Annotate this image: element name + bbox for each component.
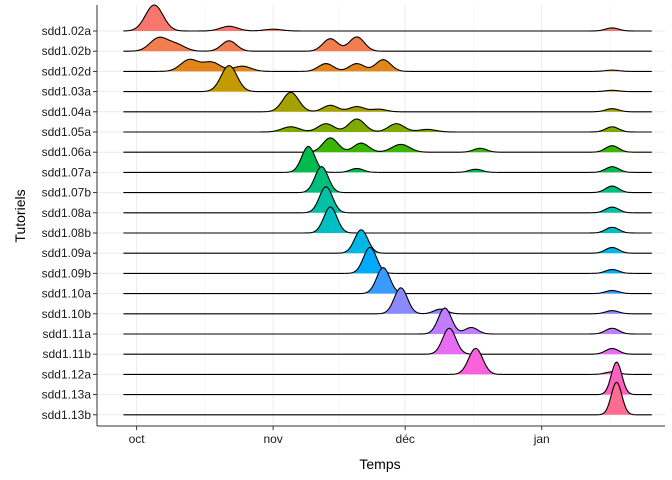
ridge-outline bbox=[123, 36, 652, 52]
ridge-outline bbox=[123, 381, 652, 416]
axes bbox=[93, 5, 665, 430]
ridge-fill bbox=[123, 348, 652, 375]
ridge-sdd1.07a bbox=[123, 145, 652, 173]
ridge-sdd1.05a bbox=[123, 118, 652, 133]
y-tick-label: sdd1.10a bbox=[42, 287, 92, 301]
ridge-outline bbox=[123, 4, 652, 32]
ridge-sdd1.10b bbox=[123, 287, 652, 315]
y-tick-label: sdd1.02b bbox=[42, 44, 92, 58]
ridge-sdd1.11b bbox=[123, 327, 652, 355]
ridge-fill bbox=[123, 119, 652, 132]
y-tick-label: sdd1.08a bbox=[42, 206, 92, 220]
ridge-fill bbox=[123, 382, 652, 415]
ridge-fill bbox=[123, 207, 652, 233]
ridge-sdd1.13b bbox=[123, 381, 652, 416]
y-tick-label: sdd1.07a bbox=[42, 165, 92, 179]
ridge-fill bbox=[123, 59, 652, 72]
ridge-sdd1.02d bbox=[123, 58, 652, 72]
ridge-outline bbox=[123, 145, 652, 173]
ridge-outline bbox=[123, 137, 652, 153]
x-tick-label: jan bbox=[533, 432, 550, 446]
y-tick-label: sdd1.12a bbox=[42, 367, 92, 381]
ridge-sdd1.02a bbox=[123, 4, 652, 32]
y-tick-label: sdd1.09a bbox=[42, 246, 92, 260]
x-tick-label: oct bbox=[129, 432, 146, 446]
ridge-sdd1.06a bbox=[123, 137, 652, 153]
ridge-outline bbox=[123, 166, 652, 194]
y-tick-label: sdd1.03a bbox=[42, 85, 92, 99]
y-tick-label: sdd1.02a bbox=[42, 24, 92, 38]
x-axis-title: Temps bbox=[359, 456, 400, 472]
ridge-sdd1.08b bbox=[123, 206, 652, 234]
ridge-sdd1.09a bbox=[123, 229, 652, 254]
ridge-outline bbox=[123, 327, 652, 355]
ridge-outline bbox=[123, 347, 652, 375]
ridge-fill bbox=[123, 166, 652, 193]
ridge-sdd1.02b bbox=[123, 36, 652, 52]
ridge-fill bbox=[123, 362, 652, 395]
y-tick-label: sdd1.13b bbox=[42, 408, 92, 422]
y-tick-label: sdd1.05a bbox=[42, 125, 92, 139]
ridge-sdd1.04a bbox=[123, 91, 652, 113]
y-tick-label: sdd1.06a bbox=[42, 145, 92, 159]
ridge-outline bbox=[123, 65, 652, 93]
ridge-outline bbox=[123, 287, 652, 315]
y-tick-label: sdd1.11b bbox=[43, 347, 92, 361]
ridge-sdd1.07b bbox=[123, 166, 652, 194]
x-tick-label: déc bbox=[396, 432, 415, 446]
ridge-outline bbox=[123, 91, 652, 113]
y-tick-labels: sdd1.02a sdd1.02b sdd1.02d sdd1.03a sdd1.04a… bbox=[42, 24, 92, 422]
ridge-outline bbox=[123, 361, 652, 396]
ridge-fill bbox=[123, 186, 652, 213]
y-tick-label: sdd1.11a bbox=[43, 327, 92, 341]
y-tick-label: sdd1.13a bbox=[42, 388, 92, 402]
ridge-fill bbox=[123, 328, 652, 355]
y-tick-label: sdd1.02d bbox=[42, 64, 91, 78]
ridge-outline bbox=[123, 246, 652, 274]
ridge-sdd1.03a bbox=[123, 65, 652, 93]
ridge-fill bbox=[123, 92, 652, 112]
ridge-sdd1.09b bbox=[123, 246, 652, 274]
ridge-outline bbox=[123, 307, 652, 335]
ridge-outline bbox=[123, 206, 652, 234]
ridge-fill bbox=[123, 247, 652, 274]
ridge-sdd1.13a bbox=[123, 361, 652, 396]
ridge-sdd1.12a bbox=[123, 347, 652, 375]
y-tick-label: sdd1.09b bbox=[42, 266, 92, 280]
y-axis-title: Tutoriels bbox=[12, 189, 28, 242]
y-tick-label: sdd1.07b bbox=[42, 186, 92, 200]
ridge-fill bbox=[123, 5, 652, 31]
ridge-sdd1.11a bbox=[123, 307, 652, 335]
x-tick-labels: oct nov déc jan bbox=[129, 432, 550, 446]
ridge-outline bbox=[123, 229, 652, 254]
ridge-outline bbox=[123, 267, 652, 295]
ridge-sdd1.08a bbox=[123, 186, 652, 214]
ridge-outline bbox=[123, 58, 652, 72]
ridge-outline bbox=[123, 118, 652, 133]
y-tick-label: sdd1.08b bbox=[42, 226, 92, 240]
y-tick-label: sdd1.10b bbox=[42, 307, 92, 321]
y-tick-label: sdd1.04a bbox=[42, 105, 92, 119]
x-tick-label: nov bbox=[263, 432, 282, 446]
ridge-outline bbox=[123, 186, 652, 214]
ridge-fill bbox=[123, 36, 652, 52]
ridge-sdd1.10a bbox=[123, 267, 652, 295]
ridge-fill bbox=[123, 267, 652, 294]
ridge-series bbox=[123, 4, 652, 416]
ridge-fill bbox=[123, 65, 652, 92]
